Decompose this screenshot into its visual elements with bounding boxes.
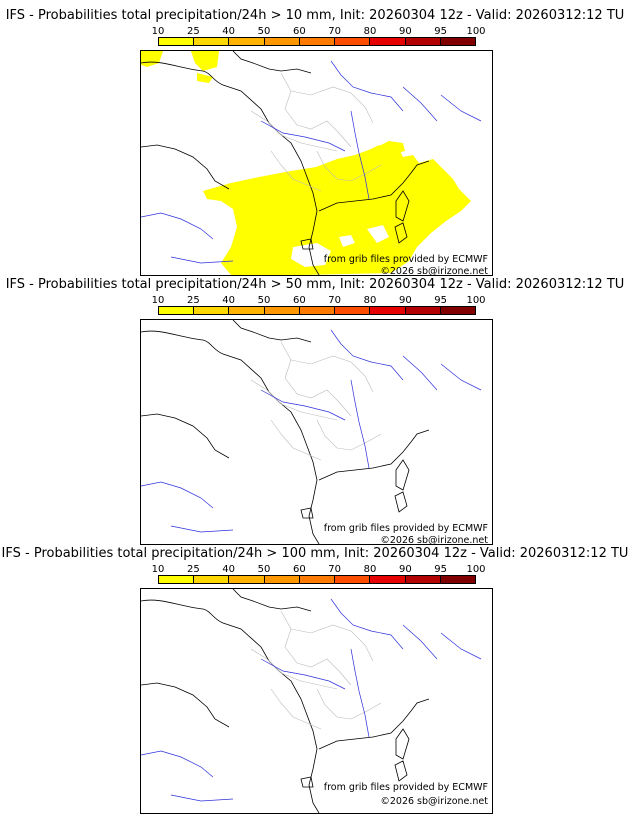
legend-tick-label: 100 — [466, 295, 486, 306]
legend-swatch — [229, 576, 265, 583]
map-svg — [141, 320, 482, 544]
legend-tick-label: 10 — [151, 26, 165, 37]
legend-tick-label: 95 — [434, 564, 448, 575]
probability-legend: 10 25 40 50 60 70 80 90 95 100 — [140, 26, 496, 48]
legend-swatch — [335, 38, 371, 45]
legend-tick-label: 10 — [151, 295, 165, 306]
coastlines — [141, 320, 430, 544]
region-borders — [250, 610, 382, 730]
legend-swatch — [370, 38, 406, 45]
legend-swatch — [159, 307, 195, 314]
legend-swatch — [440, 38, 475, 45]
legend-tick-label: 60 — [292, 564, 306, 575]
copyright-credit: ©2026 sb@irizone.net — [380, 535, 488, 546]
coastlines — [141, 589, 430, 813]
panel-title: IFS - Probabilities total precipitation/… — [1, 546, 629, 561]
legend-swatch — [440, 307, 475, 314]
legend-swatch — [335, 307, 371, 314]
legend-swatch — [299, 38, 336, 45]
copyright-credit: ©2026 sb@irizone.net — [380, 796, 488, 807]
legend-swatch — [194, 38, 230, 45]
legend-swatch — [405, 576, 441, 583]
legend-swatch — [229, 307, 265, 314]
forecast-panel-50mm: IFS - Probabilities total precipitation/… — [0, 277, 630, 546]
legend-swatch — [264, 38, 300, 45]
map-france — [140, 319, 493, 545]
legend-swatch — [440, 576, 475, 583]
probability-area-yellow — [141, 51, 471, 275]
panel-title: IFS - Probabilities total precipitation/… — [5, 277, 625, 292]
legend-tick-label: 50 — [257, 26, 271, 37]
legend-swatch — [299, 576, 336, 583]
legend-swatch — [229, 38, 265, 45]
legend-tick-label: 90 — [398, 295, 412, 306]
legend-tick-label: 70 — [328, 295, 342, 306]
legend-tick-label: 60 — [292, 295, 306, 306]
legend-tick-label: 40 — [222, 564, 236, 575]
legend-swatch — [299, 307, 336, 314]
legend-swatch — [194, 576, 230, 583]
legend-swatch — [264, 576, 300, 583]
source-credit: from grib files provided by ECMWF — [323, 782, 488, 793]
legend-swatch — [194, 307, 230, 314]
legend-tick-label: 40 — [222, 26, 236, 37]
forecast-panel-100mm: IFS - Probabilities total precipitation/… — [0, 546, 630, 814]
legend-tick-label: 95 — [434, 26, 448, 37]
source-credit: from grib files provided by ECMWF — [323, 254, 488, 265]
map-svg — [141, 51, 482, 275]
legend-swatch — [159, 576, 195, 583]
legend-tick-label: 50 — [257, 564, 271, 575]
map-france — [140, 50, 493, 276]
legend-tick-label: 70 — [328, 564, 342, 575]
legend-tick-label: 25 — [186, 26, 200, 37]
rivers — [141, 329, 482, 533]
legend-swatch — [405, 307, 441, 314]
region-borders — [250, 341, 382, 461]
panel-title: IFS - Probabilities total precipitation/… — [5, 8, 625, 23]
legend-tick-label: 100 — [466, 26, 486, 37]
legend-color-bar — [158, 575, 476, 584]
legend-tick-label: 80 — [363, 564, 377, 575]
legend-tick-label: 90 — [398, 564, 412, 575]
source-credit: from grib files provided by ECMWF — [323, 523, 488, 534]
legend-tick-label: 80 — [363, 295, 377, 306]
probability-legend: 10 25 40 50 60 70 80 90 95 100 — [140, 295, 496, 317]
legend-swatch — [335, 576, 371, 583]
legend-tick-label: 40 — [222, 295, 236, 306]
coastlines — [141, 51, 430, 275]
region-borders — [250, 72, 382, 192]
map-france — [140, 588, 493, 814]
probability-legend: 10 25 40 50 60 70 80 90 95 100 — [140, 564, 496, 586]
legend-tick-label: 50 — [257, 295, 271, 306]
legend-tick-label: 70 — [328, 26, 342, 37]
copyright-credit: ©2026 sb@irizone.net — [380, 266, 488, 277]
legend-tick-label: 25 — [186, 295, 200, 306]
legend-swatch — [159, 38, 195, 45]
map-svg — [141, 589, 482, 813]
legend-swatch — [405, 38, 441, 45]
legend-tick-label: 100 — [466, 564, 486, 575]
legend-swatch — [264, 307, 300, 314]
legend-tick-label: 60 — [292, 26, 306, 37]
rivers — [141, 60, 482, 264]
forecast-panel-10mm: IFS - Probabilities total precipitation/… — [0, 8, 630, 277]
legend-tick-label: 95 — [434, 295, 448, 306]
legend-color-bar — [158, 37, 476, 46]
legend-tick-label: 10 — [151, 564, 165, 575]
legend-tick-label: 25 — [186, 564, 200, 575]
legend-swatch — [370, 307, 406, 314]
legend-tick-label: 80 — [363, 26, 377, 37]
legend-swatch — [370, 576, 406, 583]
rivers — [141, 598, 482, 802]
legend-tick-label: 90 — [398, 26, 412, 37]
legend-color-bar — [158, 306, 476, 315]
